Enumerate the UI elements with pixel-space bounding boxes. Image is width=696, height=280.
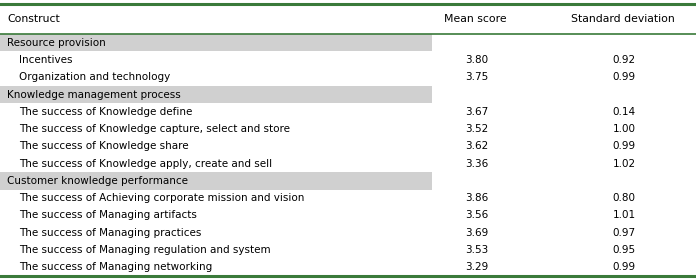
Text: 3.80: 3.80	[465, 55, 488, 65]
Text: 3.56: 3.56	[465, 210, 488, 220]
Text: Standard deviation: Standard deviation	[571, 14, 674, 24]
Text: 0.80: 0.80	[612, 193, 635, 203]
Text: 0.99: 0.99	[612, 141, 635, 151]
Text: 1.02: 1.02	[612, 158, 635, 169]
Text: 3.36: 3.36	[465, 158, 488, 169]
Text: 0.99: 0.99	[612, 262, 635, 272]
Text: 3.86: 3.86	[465, 193, 488, 203]
Text: 3.69: 3.69	[465, 228, 488, 238]
Text: The success of Managing practices: The success of Managing practices	[19, 228, 201, 238]
Text: Customer knowledge performance: Customer knowledge performance	[7, 176, 188, 186]
Text: 3.75: 3.75	[465, 72, 488, 82]
Text: 0.92: 0.92	[612, 55, 635, 65]
Text: Construct: Construct	[7, 14, 60, 24]
Text: The success of Managing networking: The success of Managing networking	[19, 262, 212, 272]
Text: 3.62: 3.62	[465, 141, 488, 151]
Text: Mean score: Mean score	[444, 14, 507, 24]
Text: The success of Knowledge share: The success of Knowledge share	[19, 141, 189, 151]
Text: The success of Knowledge apply, create and sell: The success of Knowledge apply, create a…	[19, 158, 272, 169]
Text: 3.53: 3.53	[465, 245, 488, 255]
Text: The success of Achieving corporate mission and vision: The success of Achieving corporate missi…	[19, 193, 304, 203]
Text: 0.95: 0.95	[612, 245, 635, 255]
Text: Incentives: Incentives	[19, 55, 72, 65]
Text: 0.97: 0.97	[612, 228, 635, 238]
Text: The success of Managing artifacts: The success of Managing artifacts	[19, 210, 197, 220]
Text: 3.67: 3.67	[465, 107, 488, 117]
Text: Resource provision: Resource provision	[7, 38, 106, 48]
Bar	[0, 34, 432, 52]
Text: 1.00: 1.00	[612, 124, 635, 134]
Text: 0.99: 0.99	[612, 72, 635, 82]
Text: Organization and technology: Organization and technology	[19, 72, 170, 82]
Bar	[0, 86, 432, 103]
Text: 3.52: 3.52	[465, 124, 488, 134]
Text: 1.01: 1.01	[612, 210, 635, 220]
Text: 0.14: 0.14	[612, 107, 635, 117]
Text: The success of Knowledge define: The success of Knowledge define	[19, 107, 192, 117]
Text: Knowledge management process: Knowledge management process	[7, 90, 181, 100]
Text: The success of Knowledge capture, select and store: The success of Knowledge capture, select…	[19, 124, 290, 134]
Text: The success of Managing regulation and system: The success of Managing regulation and s…	[19, 245, 271, 255]
Bar	[0, 172, 432, 190]
Text: 3.29: 3.29	[465, 262, 488, 272]
